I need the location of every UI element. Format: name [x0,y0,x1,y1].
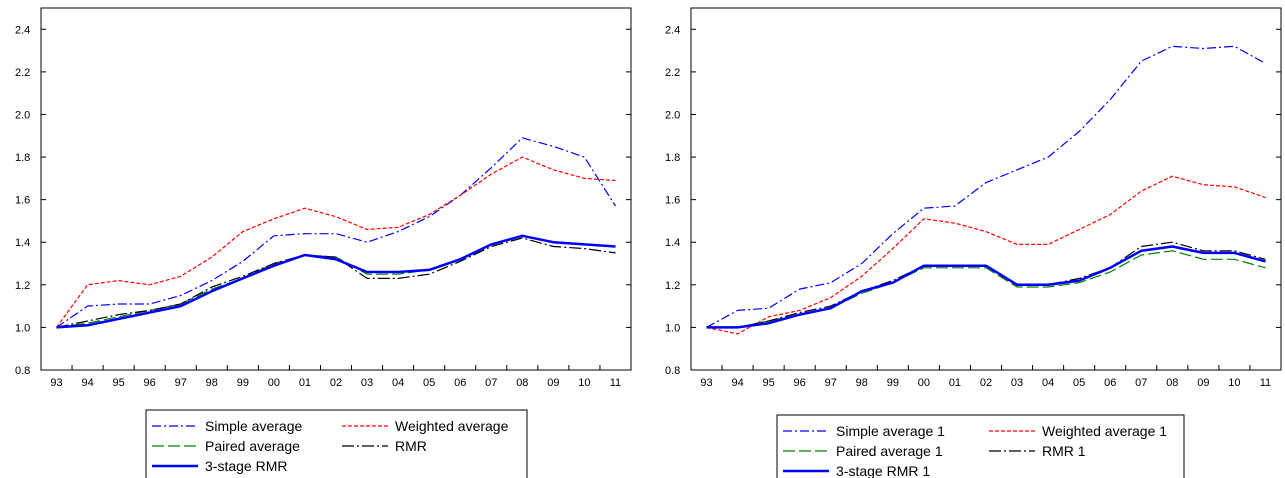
legend: Simple average Weighted average Paired ave… [145,409,528,478]
x-tick-label: 01 [949,377,961,389]
y-tick-label: 1.0 [665,322,680,334]
x-tick-label: 97 [175,377,187,389]
x-axis: 93 94 95 96 97 98 99 00 01 02 03 04 05 06 07 08 09 10 11 [50,365,621,389]
y-tick-label: 2.0 [665,109,680,121]
series-line-paired-average-1 [706,250,1266,328]
x-tick-label: 02 [980,377,992,389]
legend-label: RMR [395,438,427,454]
legend-label: Simple average 1 [836,423,945,439]
series-line-weighted-average-1 [706,175,1266,335]
legend-label: Paired average [205,438,300,454]
x-tick-label: 99 [237,377,249,389]
x-tick-label: 10 [1228,377,1240,389]
series-line-simple-average-1 [706,45,1266,328]
x-tick-label: 09 [547,377,559,389]
x-tick-label: 04 [392,377,404,389]
y-axis: 0.8 1.0 1.2 1.4 1.6 1.8 2.0 2.2 2.4 [15,24,631,377]
legend-label: RMR 1 [1042,443,1086,459]
y-tick-label: 0.8 [665,365,680,377]
x-tick-label: 07 [1135,377,1147,389]
x-tick-label: 05 [1073,377,1085,389]
legend-label: Simple average [205,418,302,434]
series-line-rmr-1 [706,241,1266,328]
x-tick-label: 05 [423,377,435,389]
x-tick-label: 93 [50,377,62,389]
chart-2: 0.81.01.21.41.61.82.02.22.493 94 95 96 97 98 9… [665,7,1282,478]
y-tick-label: 1.2 [665,280,680,292]
y-tick-label: 1.0 [15,322,30,334]
y-tick-label: 1.4 [15,237,30,249]
legend-label: Paired average 1 [836,443,943,459]
x-tick-label: 96 [144,377,156,389]
x-tick-label: 02 [330,377,342,389]
chart-1: 0.81.01.21.41.61.82.02.22.493 94 95 96 97 98 9… [15,7,632,478]
x-tick-label: 94 [81,377,93,389]
x-tick-label: 94 [731,377,743,389]
plot-frame [40,7,632,371]
legend-box [776,414,1185,478]
x-tick-label: 97 [825,377,837,389]
x-tick-label: 11 [1260,377,1271,389]
x-tick-label: 93 [700,377,712,389]
x-tick-label: 00 [918,377,930,389]
series-line-3-stage-rmr-1 [706,245,1266,329]
series-line-simple-average [56,137,617,328]
y-tick-label: 0.8 [15,365,30,377]
legend-label: 3-stage RMR 1 [836,463,930,478]
y-tick-label: 2.0 [15,109,30,121]
legend-label: 3-stage RMR [205,458,287,474]
x-tick-label: 11 [610,377,621,389]
x-tick-label: 98 [856,377,868,389]
x-tick-label: 98 [206,377,218,389]
x-tick-label: 96 [794,377,806,389]
x-tick-label: 04 [1042,377,1054,389]
x-tick-label: 99 [887,377,899,389]
x-tick-label: 06 [1104,377,1116,389]
y-tick-label: 1.4 [665,237,680,249]
x-tick-label: 10 [578,377,590,389]
y-axis: 0.8 1.0 1.2 1.4 1.6 1.8 2.0 2.2 2.4 [665,24,1281,377]
plot-frame [690,7,1282,371]
x-tick-label: 03 [1011,377,1023,389]
legend-label: Weighted average 1 [1042,423,1167,439]
x-tick-label: 03 [361,377,373,389]
y-tick-label: 2.2 [665,67,680,79]
x-tick-label: 09 [1197,377,1209,389]
x-tick-label: 06 [454,377,466,389]
y-tick-label: 1.6 [15,195,30,207]
series-line-weighted-average [56,156,616,328]
y-tick-label: 1.8 [665,152,680,164]
series-line-3-stage-rmr [56,234,616,329]
y-tick-label: 1.6 [665,195,680,207]
y-tick-label: 1.8 [15,152,30,164]
y-tick-label: 2.2 [15,67,30,79]
x-tick-label: 07 [485,377,497,389]
x-tick-label: 01 [299,377,311,389]
y-tick-label: 2.4 [15,24,30,36]
x-tick-label: 08 [516,377,528,389]
legend-box [145,409,528,478]
y-tick-label: 1.2 [15,280,30,292]
x-axis: 93 94 95 96 97 98 99 00 01 02 03 04 05 06 07 08 09 10 11 [700,365,1271,389]
x-tick-label: 00 [268,377,280,389]
legend-label: Weighted average [395,418,509,434]
x-tick-label: 08 [1166,377,1178,389]
x-tick-label: 95 [113,377,125,389]
series-line-rmr [56,237,616,328]
x-tick-label: 95 [763,377,775,389]
y-tick-label: 2.4 [665,24,680,36]
legend: Simple average 1 Weighted average 1 Paired… [776,414,1185,478]
